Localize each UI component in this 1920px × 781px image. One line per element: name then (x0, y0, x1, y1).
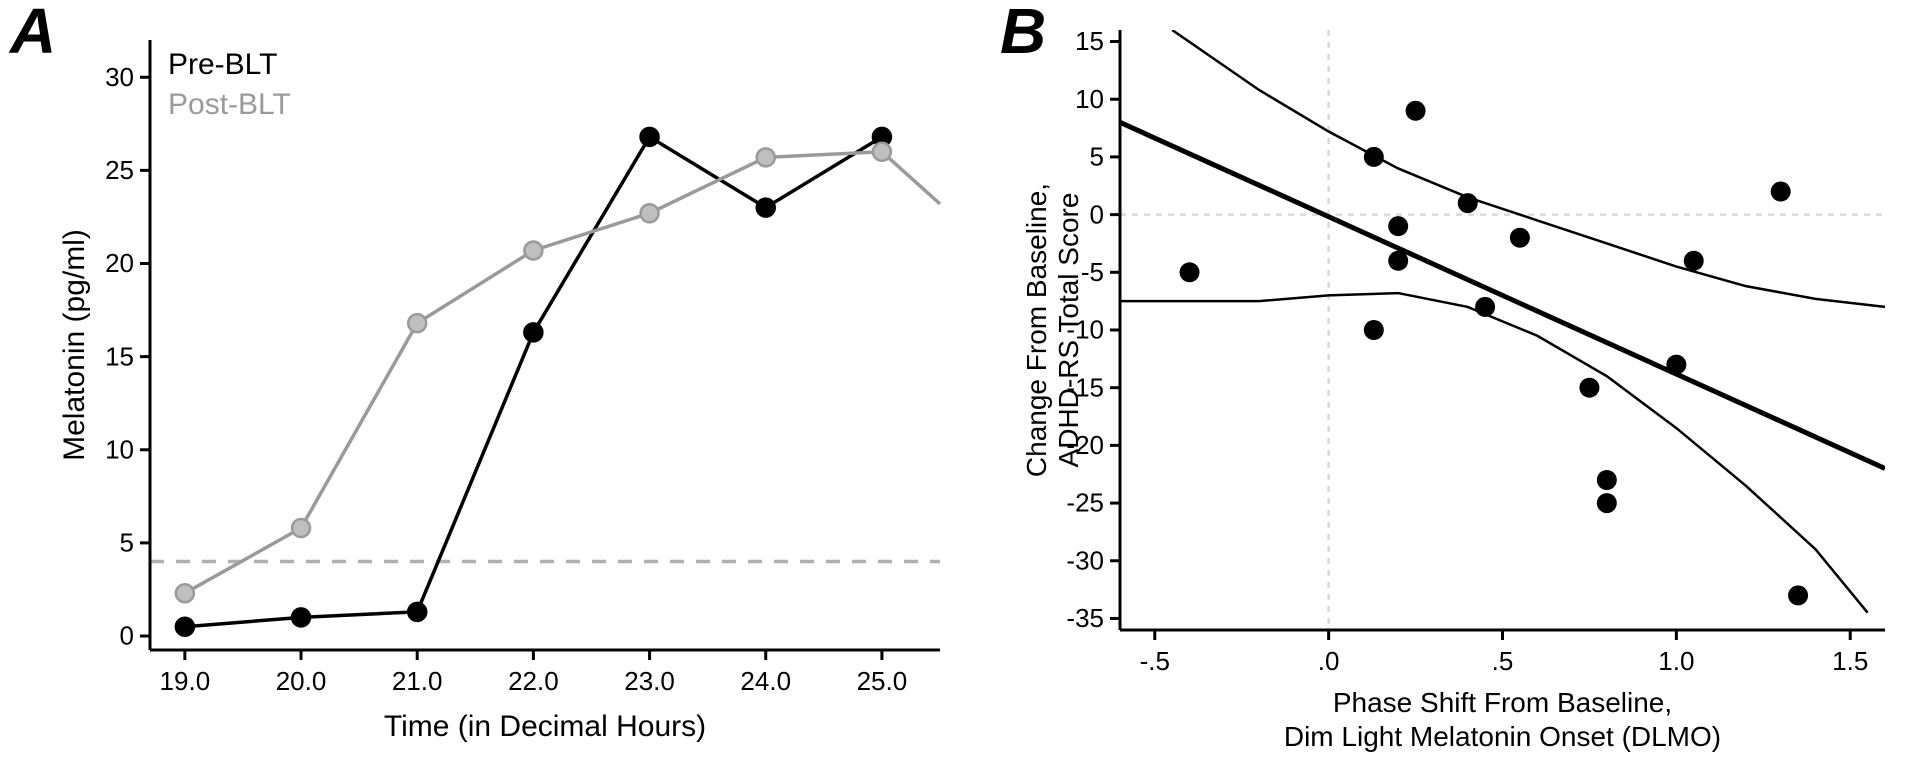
scatter-point (1684, 251, 1704, 271)
series-marker (292, 519, 310, 537)
ci-upper (1172, 30, 1885, 307)
series-marker (176, 618, 194, 636)
scatter-point (1364, 320, 1384, 340)
y-tick-label: 0 (120, 621, 134, 651)
y-tick-label: -25 (1066, 488, 1104, 518)
x-axis-label: Phase Shift From Baseline, (1333, 687, 1672, 718)
series-marker (873, 143, 891, 161)
panel-b-chart: -.5.0.51.01.5-35-30-25-20-15-10-5051015P… (1021, 26, 1885, 752)
x-axis-label: Time (in Decimal Hours) (384, 710, 706, 743)
x-axis-label: Dim Light Melatonin Onset (DLMO) (1284, 721, 1721, 752)
scatter-point (1771, 182, 1791, 202)
x-tick-label: .0 (1318, 646, 1340, 676)
y-axis-label: Change From Baseline, (1021, 183, 1052, 477)
series-marker (292, 608, 310, 626)
y-tick-label: 10 (105, 434, 134, 464)
scatter-point (1475, 297, 1495, 317)
scatter-point (1364, 147, 1384, 167)
series-marker (641, 204, 659, 222)
ci-lower (1120, 293, 1868, 613)
x-tick-label: 1.5 (1832, 646, 1868, 676)
y-axis-label: ADHD-RS Total Score (1053, 193, 1084, 468)
y-tick-label: -30 (1066, 545, 1104, 575)
scatter-point (1579, 378, 1599, 398)
x-tick-label: 20.0 (276, 666, 327, 696)
series-marker (757, 199, 775, 217)
figure: 19.0 20.0 21.0 22.0 23.0 24.0 25.0 0 5 10 15 20 25 30… (0, 0, 1920, 781)
legend-entry: Pre-BLT (168, 48, 277, 81)
y-tick-label: 0 (1090, 199, 1104, 229)
x-tick-label: 1.0 (1658, 646, 1694, 676)
x-tick-label: -.5 (1140, 646, 1170, 676)
y-tick-label: 15 (1075, 26, 1104, 56)
regression-line (1120, 122, 1885, 468)
series-marker (524, 323, 542, 341)
scatter-point (1388, 251, 1408, 271)
scatter-point (1510, 228, 1530, 248)
series-line (185, 137, 882, 627)
series-marker (176, 584, 194, 602)
panel-label-a: A (10, 0, 56, 68)
y-tick-label: 20 (105, 248, 134, 278)
series-marker (757, 148, 775, 166)
x-tick-label: 21.0 (392, 666, 443, 696)
y-tick-label: 25 (105, 155, 134, 185)
panel-a-chart: 19.0 20.0 21.0 22.0 23.0 24.0 25.0 0 5 10 15 20 25 30… (58, 40, 940, 743)
y-axis-label: Melatonin (pg/ml) (58, 229, 91, 461)
x-tick-label: 23.0 (624, 666, 675, 696)
panel-label-b: B (1000, 0, 1046, 68)
x-tick-label: 22.0 (508, 666, 559, 696)
y-tick-label: -5 (1081, 257, 1104, 287)
chart-svg: 19.0 20.0 21.0 22.0 23.0 24.0 25.0 0 5 10 15 20 25 30… (0, 0, 1920, 781)
scatter-point (1597, 470, 1617, 490)
scatter-point (1788, 585, 1808, 605)
scatter-point (1666, 355, 1686, 375)
series-marker (408, 314, 426, 332)
scatter-point (1406, 101, 1426, 121)
y-tick-label: -35 (1066, 603, 1104, 633)
series-marker (408, 603, 426, 621)
x-tick-label: .5 (1492, 646, 1514, 676)
legend-entry: Post-BLT (168, 88, 291, 121)
y-tick-label: 5 (1090, 142, 1104, 172)
scatter-point (1180, 262, 1200, 282)
series-marker (641, 128, 659, 146)
x-tick-label: 24.0 (740, 666, 791, 696)
scatter-point (1388, 216, 1408, 236)
y-tick-label: 5 (120, 528, 134, 558)
series-marker (524, 241, 542, 259)
scatter-point (1458, 193, 1478, 213)
scatter-point (1597, 493, 1617, 513)
x-tick-label: 25.0 (857, 666, 908, 696)
y-tick-label: 10 (1075, 84, 1104, 114)
y-tick-label: 15 (105, 341, 134, 371)
y-tick-label: 30 (105, 62, 134, 92)
x-tick-label: 19.0 (160, 666, 211, 696)
